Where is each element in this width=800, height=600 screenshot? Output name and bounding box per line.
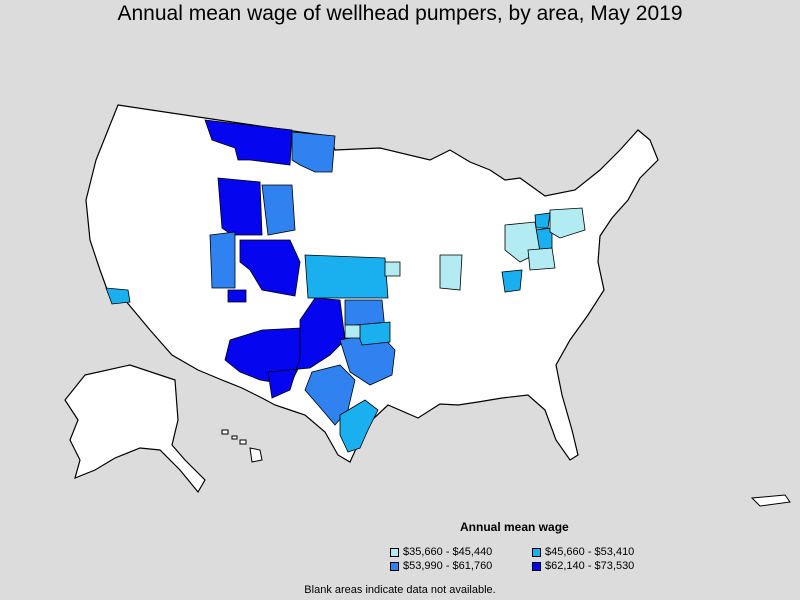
- wage-regions: [105, 119, 586, 453]
- legend-label: $62,140 - $73,530: [545, 560, 635, 572]
- region-kansas: [304, 254, 389, 299]
- region-oklahoma-west: [344, 324, 361, 339]
- region-pennsylvania-nw: [534, 212, 551, 229]
- region-utah-colorado: [209, 231, 236, 289]
- legend-item-3: $53,990 - $61,760: [390, 560, 492, 572]
- region-california-south: [105, 287, 131, 305]
- region-missouri: [384, 261, 401, 277]
- region-wyoming: [217, 177, 263, 236]
- legend-swatch: [532, 561, 541, 571]
- region-colorado-ne: [239, 239, 301, 297]
- legend-title: Annual mean wage: [460, 520, 569, 534]
- footnote: Blank areas indicate data not available.: [304, 584, 496, 596]
- map-title: Annual mean wage of wellhead pumpers, by…: [117, 2, 683, 25]
- puerto-rico: [750, 494, 791, 507]
- legend-label: $53,990 - $61,760: [403, 560, 493, 572]
- legend-swatch: [390, 547, 399, 557]
- hawaii: [221, 429, 263, 463]
- legend-swatch: [390, 561, 399, 571]
- region-pennsylvania: [549, 207, 586, 239]
- region-dakotas: [291, 131, 336, 173]
- legend-label: $35,660 - $45,440: [403, 546, 493, 558]
- region-colorado-sw: [227, 289, 247, 303]
- legend-swatch: [532, 547, 541, 557]
- region-texas-coast: [339, 399, 379, 453]
- legend-item-4: $62,140 - $73,530: [532, 560, 634, 572]
- region-illinois-south: [439, 254, 463, 291]
- region-wyoming-east: [261, 184, 296, 236]
- legend-item-2: $45,660 - $53,410: [532, 546, 634, 558]
- region-wv-south: [527, 247, 556, 271]
- legend-label: $45,660 - $53,410: [545, 546, 635, 558]
- legend-item-1: $35,660 - $45,440: [390, 546, 492, 558]
- region-kentucky: [501, 269, 523, 293]
- alaska: [64, 364, 206, 494]
